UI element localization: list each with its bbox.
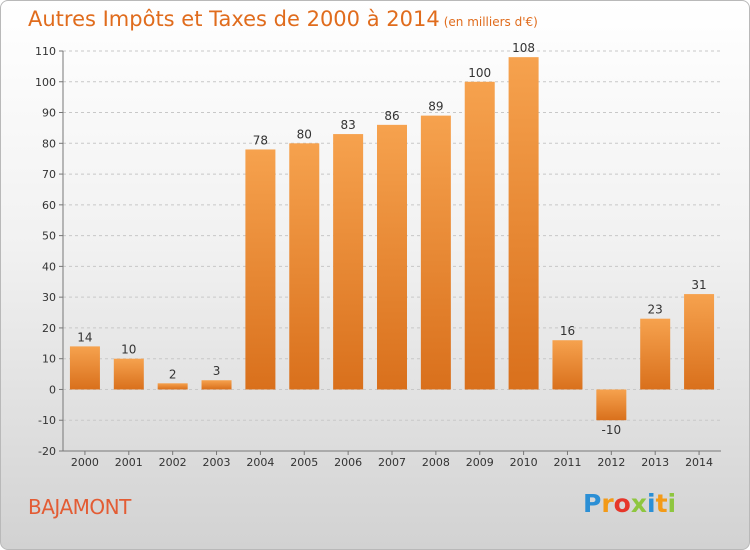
bar: [640, 318, 671, 390]
bar: [596, 389, 627, 421]
data-label: 108: [512, 41, 535, 55]
x-tick-label: 2011: [553, 456, 581, 469]
x-tick-label: 2009: [466, 456, 494, 469]
x-tick-label: 2005: [290, 456, 318, 469]
bar: [157, 383, 188, 390]
chart-title-text: Autres Impôts et Taxes de 2000 à 2014: [28, 7, 440, 31]
bar: [113, 358, 144, 390]
logo-letter: P: [583, 489, 602, 518]
y-tick-label: 50: [42, 230, 56, 243]
y-tick-label: 30: [42, 291, 56, 304]
bar: [201, 380, 232, 390]
y-tick-label: 20: [42, 322, 56, 335]
data-label: 31: [691, 278, 706, 292]
bar: [69, 346, 100, 390]
x-tick-label: 2004: [246, 456, 274, 469]
unit-note: (en milliers d'€): [443, 15, 538, 29]
data-label: 2: [169, 367, 177, 381]
x-tick-label: 2008: [422, 456, 450, 469]
x-tick-label: 2012: [597, 456, 625, 469]
bar: [420, 115, 451, 390]
data-label: 89: [428, 100, 443, 114]
data-label: 16: [560, 324, 575, 338]
y-tick-label: 0: [49, 383, 56, 396]
bar: [377, 124, 407, 390]
bar: [245, 149, 276, 390]
data-label: 83: [340, 118, 355, 132]
logo-letter: t: [655, 489, 668, 518]
bar: [289, 143, 320, 390]
logo-letter: o: [613, 489, 631, 518]
x-tick-label: 2007: [378, 456, 406, 469]
place-name: BAJAMONT: [28, 495, 131, 519]
logo-letter: i: [667, 489, 677, 518]
x-tick-label: 2010: [510, 456, 538, 469]
y-tick-label: 110: [35, 45, 56, 58]
x-tick-label: 2013: [641, 456, 669, 469]
data-label: 23: [648, 303, 663, 317]
logo-letter: i: [647, 489, 656, 518]
data-label: 86: [384, 109, 399, 123]
data-label: 14: [77, 330, 92, 344]
data-label: -10: [602, 423, 622, 437]
data-label: 80: [297, 127, 312, 141]
y-tick-label: 90: [42, 107, 56, 120]
proxiti-logo: Proxiti: [583, 489, 676, 518]
bar: [333, 134, 364, 390]
x-tick-label: 2014: [685, 456, 713, 469]
bar: [508, 57, 539, 390]
y-tick-label: 70: [42, 168, 56, 181]
x-tick-label: 2001: [115, 456, 143, 469]
bar: [464, 81, 495, 390]
bar: [552, 340, 583, 390]
data-label: 3: [213, 364, 221, 378]
logo-letter: r: [601, 489, 614, 518]
x-tick-label: 2002: [159, 456, 187, 469]
x-tick-label: 2000: [71, 456, 99, 469]
data-label: 100: [468, 66, 491, 80]
y-tick-label: 40: [42, 260, 56, 273]
y-tick-label: 60: [42, 199, 56, 212]
y-tick-label: 80: [42, 137, 56, 150]
data-label: 10: [121, 343, 136, 357]
logo-letter: x: [630, 489, 647, 518]
y-tick-label: -20: [38, 445, 56, 458]
data-label: 78: [253, 133, 268, 147]
x-tick-label: 2003: [203, 456, 231, 469]
y-tick-label: 10: [42, 353, 56, 366]
bar: [684, 294, 715, 390]
x-tick-label: 2006: [334, 456, 362, 469]
y-tick-label: 100: [35, 76, 56, 89]
chart-title: Autres Impôts et Taxes de 2000 à 2014 (en…: [28, 7, 538, 31]
y-tick-label: -10: [38, 414, 56, 427]
